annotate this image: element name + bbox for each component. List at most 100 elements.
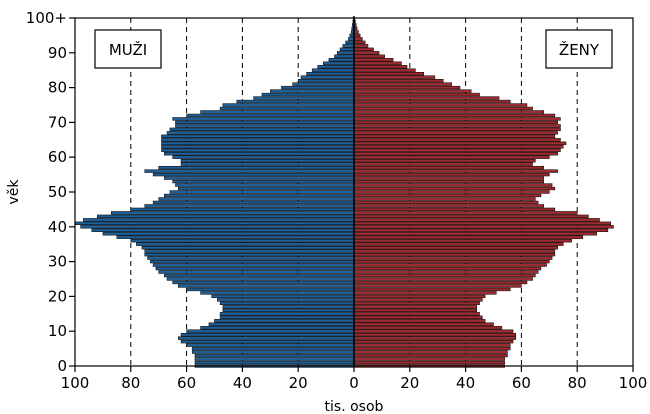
male-label-text: MUŽI bbox=[109, 40, 147, 59]
bar-female bbox=[353, 33, 361, 38]
bar-male bbox=[219, 312, 355, 316]
bar-male bbox=[180, 339, 355, 344]
x-tick-label: 80 bbox=[568, 374, 587, 392]
bar-female bbox=[353, 263, 547, 267]
bar-female bbox=[353, 141, 567, 145]
bar-male bbox=[136, 242, 355, 246]
bar-female bbox=[353, 155, 550, 159]
bar-male bbox=[211, 294, 355, 299]
bar-female bbox=[353, 68, 416, 72]
bar-female bbox=[353, 61, 402, 65]
bar-male bbox=[180, 333, 355, 337]
bar-male bbox=[141, 246, 355, 250]
bar-female bbox=[353, 259, 550, 264]
x-axis-title: tis. osob bbox=[325, 399, 384, 414]
bar-female bbox=[353, 315, 483, 319]
bar-male bbox=[281, 85, 355, 90]
bar-male bbox=[172, 117, 355, 121]
bar-female bbox=[353, 232, 597, 236]
bar-male bbox=[175, 120, 355, 125]
bar-female bbox=[353, 37, 363, 41]
bar-female bbox=[353, 110, 544, 114]
y-tick-label: 0 bbox=[57, 357, 67, 375]
bar-female bbox=[353, 89, 472, 93]
bar-female bbox=[353, 280, 528, 285]
bar-male bbox=[214, 319, 355, 323]
y-tick-label: 30 bbox=[48, 253, 67, 271]
bar-male bbox=[166, 277, 355, 281]
bar-female bbox=[353, 117, 561, 121]
y-tick-label: 90 bbox=[48, 44, 67, 62]
x-tick-label: 80 bbox=[121, 374, 140, 392]
y-tick-label: 80 bbox=[48, 79, 67, 97]
bar-female bbox=[353, 72, 424, 76]
bar-male bbox=[175, 124, 355, 128]
bar-female bbox=[353, 357, 505, 361]
bar-female bbox=[353, 200, 539, 205]
bar-female bbox=[353, 353, 508, 358]
bar-male bbox=[191, 346, 355, 351]
x-tick-label: 60 bbox=[177, 374, 196, 392]
bar-female bbox=[353, 165, 544, 170]
bar-male bbox=[334, 54, 355, 58]
bar-female bbox=[353, 65, 408, 69]
bar-female bbox=[353, 218, 600, 222]
bar-female bbox=[353, 308, 478, 312]
bar-male bbox=[208, 322, 355, 326]
bar-male bbox=[80, 225, 355, 229]
bar-female bbox=[353, 131, 558, 135]
male-label-box bbox=[94, 29, 162, 69]
bar-male bbox=[130, 207, 355, 212]
bar-male bbox=[191, 350, 355, 354]
bar-male bbox=[222, 103, 355, 107]
y-axis-title: věk bbox=[6, 179, 22, 205]
bar-female bbox=[353, 221, 611, 225]
x-tick-label: 100 bbox=[619, 374, 648, 392]
bar-female bbox=[353, 343, 511, 347]
bar-female bbox=[353, 54, 385, 58]
bar-female bbox=[353, 333, 517, 337]
bar-female bbox=[353, 169, 558, 173]
bar-male bbox=[130, 239, 355, 243]
bar-female bbox=[353, 235, 584, 239]
bar-female bbox=[353, 47, 374, 51]
bar-female bbox=[353, 270, 539, 274]
bar-male bbox=[345, 40, 355, 45]
bar-male bbox=[158, 197, 355, 201]
bar-male bbox=[180, 162, 355, 166]
female-label-text: ŽENY bbox=[559, 40, 600, 59]
female-label-box bbox=[545, 29, 613, 69]
y-tick-label: 50 bbox=[48, 183, 67, 201]
bar-female bbox=[353, 85, 461, 90]
bar-female bbox=[353, 127, 561, 132]
bar-female bbox=[353, 40, 366, 45]
bar-male bbox=[194, 360, 355, 365]
bar-female bbox=[353, 103, 528, 107]
x-tick-label: 20 bbox=[289, 374, 308, 392]
y-tick-label: 70 bbox=[48, 113, 67, 131]
bar-female bbox=[353, 246, 558, 250]
bar-female bbox=[353, 329, 514, 333]
bar-female bbox=[353, 120, 558, 125]
bar-male bbox=[186, 343, 355, 347]
bar-male bbox=[169, 190, 355, 194]
bar-male bbox=[348, 37, 355, 41]
bar-male bbox=[180, 159, 355, 163]
bar-male bbox=[164, 152, 355, 156]
bar-female bbox=[353, 124, 561, 128]
bar-female bbox=[353, 312, 480, 316]
bar-female bbox=[353, 78, 444, 83]
y-tick-label: 10 bbox=[48, 322, 67, 340]
bar-male bbox=[152, 172, 355, 177]
bar-male bbox=[147, 256, 355, 260]
x-tick-label: 100 bbox=[61, 374, 90, 392]
bar-female bbox=[353, 346, 511, 351]
bar-female bbox=[353, 252, 556, 257]
bar-male bbox=[158, 270, 355, 274]
bar-male bbox=[144, 252, 355, 257]
bar-female bbox=[353, 186, 556, 191]
bar-female bbox=[353, 179, 544, 184]
bar-female bbox=[353, 145, 564, 149]
bar-male bbox=[172, 155, 355, 159]
bar-male bbox=[261, 92, 355, 97]
